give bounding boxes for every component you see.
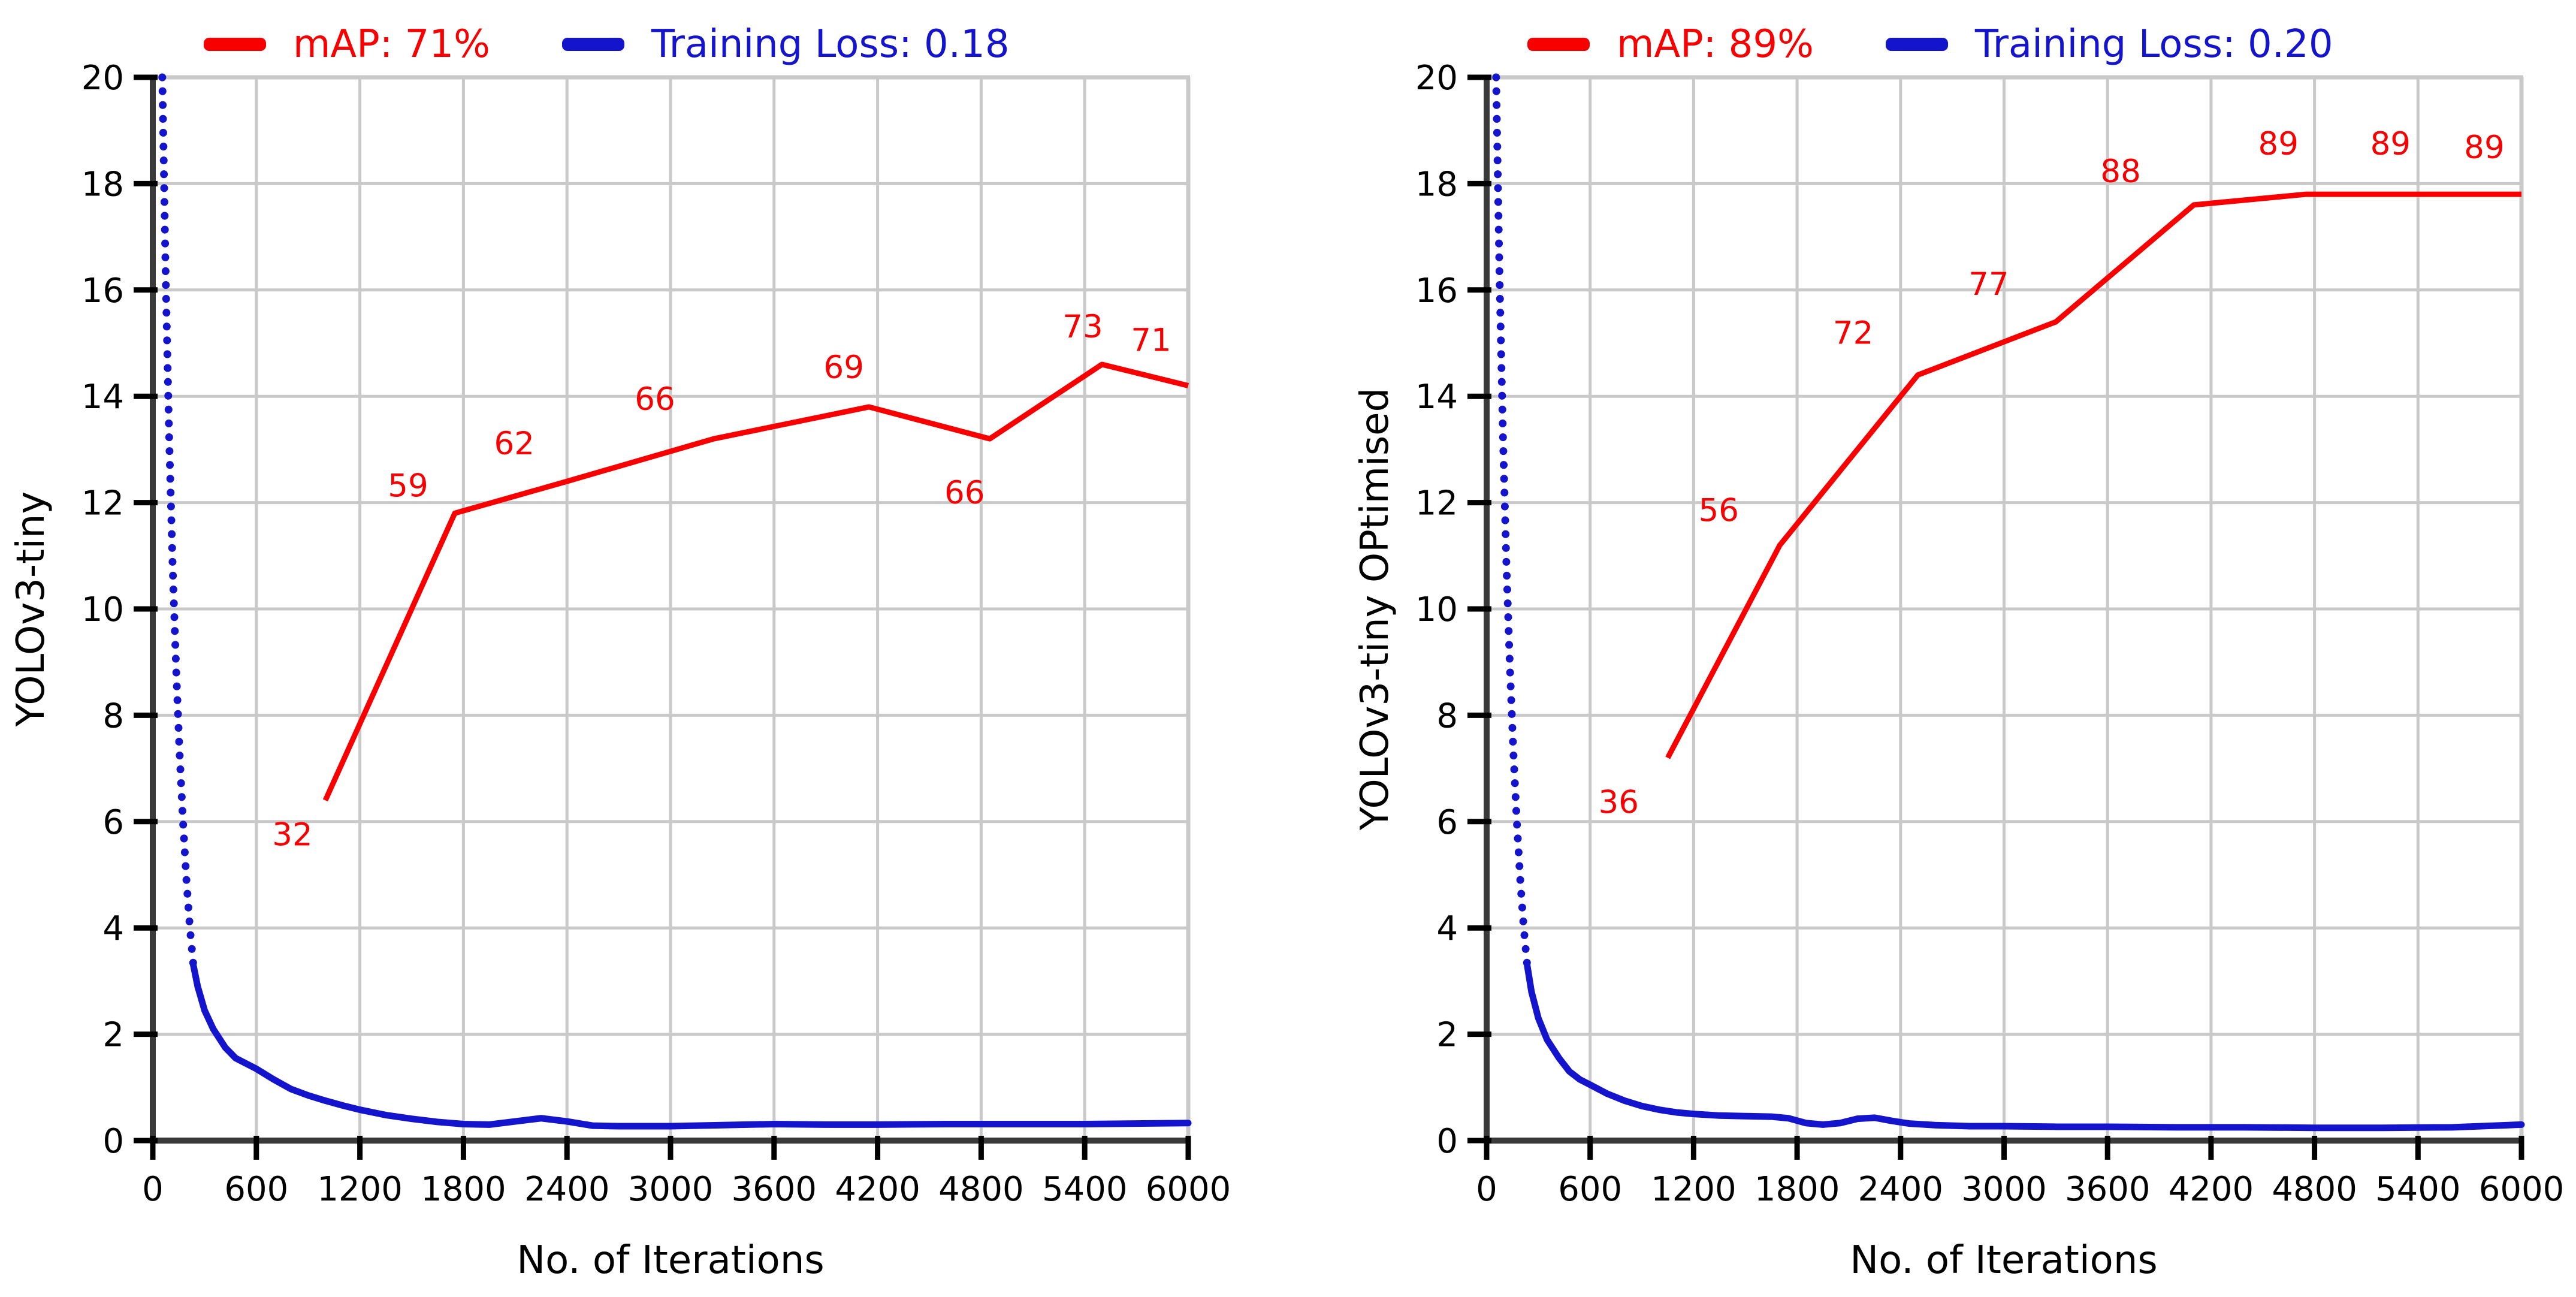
x-tick-label: 1800	[1754, 1170, 1840, 1209]
loss-legend-dash-icon	[1885, 38, 1948, 51]
map-point-label: 72	[1833, 315, 1873, 352]
y-tick-label: 12	[81, 484, 124, 523]
map-point-label: 36	[1598, 784, 1638, 821]
map-legend-dash-icon	[204, 38, 266, 51]
chart-panel-yolov3-tiny: 0 600 1200 1800 2400 3000 3600 4200 4800 5400 6000…	[9, 16, 1231, 1283]
y-tick-label: 0	[1436, 1122, 1458, 1161]
x-tick-label: 4200	[2169, 1170, 2254, 1209]
y-tick-label: 4	[1436, 909, 1458, 948]
y-tick-label: 18	[1415, 165, 1458, 204]
chart-yolov3-tiny: 0 600 1200 1800 2400 3000 3600 4200 4800 5400 6000…	[81, 59, 1231, 1209]
y-tick-label: 10	[81, 590, 124, 629]
x-tick-label: 4800	[2272, 1170, 2357, 1209]
x-tick-label: 6000	[2479, 1170, 2565, 1209]
loss-line-dotted-lead	[158, 73, 198, 969]
x-tick-label: 1200	[1651, 1170, 1737, 1209]
map-point-label: 59	[388, 467, 428, 504]
x-axis-title: No. of Iterations	[1850, 1238, 2158, 1283]
y-tick-label: 14	[81, 378, 124, 417]
x-tick-label: 0	[142, 1170, 164, 1209]
y-axis-title: YOLOv3-tiny OPtimised	[1353, 387, 1397, 831]
map-point-label: 89	[2258, 126, 2298, 162]
y-tick-label: 8	[102, 696, 124, 735]
x-tick-label: 6000	[1146, 1170, 1231, 1209]
x-tick-label: 2400	[1858, 1170, 1944, 1209]
y-tick-label: 18	[81, 165, 124, 204]
y-tick-label: 12	[1415, 484, 1458, 523]
y-tick-label: 0	[102, 1122, 124, 1161]
loss-legend-label: Training Loss: 0.20	[1974, 22, 2333, 67]
map-line	[1665, 191, 2521, 759]
x-tick-label: 0	[1476, 1170, 1497, 1209]
x-tick-label: 600	[1558, 1170, 1622, 1209]
map-point-label: 77	[1968, 266, 2009, 303]
y-tick-label: 6	[1436, 803, 1458, 842]
loss-legend-dash-icon	[561, 38, 624, 51]
y-tick-label: 16	[1415, 272, 1458, 310]
map-point-label: 88	[2100, 153, 2140, 190]
y-tick-label: 2	[102, 1016, 124, 1055]
map-point-label: 62	[494, 426, 534, 462]
y-tick-label: 8	[1436, 696, 1458, 735]
map-line	[322, 361, 1189, 802]
x-tick-label: 1800	[421, 1170, 506, 1209]
loss-line	[1524, 961, 2525, 1132]
y-tick-label: 10	[1415, 590, 1458, 629]
map-point-label: 71	[1131, 322, 1171, 358]
y-tick-label: 4	[102, 909, 124, 948]
map-legend-label: mAP: 89%	[1617, 22, 1814, 67]
y-tick-label: 14	[1415, 378, 1458, 417]
y-tick-label: 6	[102, 803, 124, 842]
x-tick-label: 600	[224, 1170, 288, 1209]
map-point-label: 69	[823, 349, 863, 386]
x-axis-title: No. of Iterations	[517, 1238, 825, 1283]
chart-yolov3-tiny-optimised: 0 600 1200 1800 2400 3000 3600 4200 4800 5400 6000…	[1415, 59, 2565, 1209]
x-tick-label: 3000	[1961, 1170, 2047, 1209]
legend-item-map: mAP: 71%	[204, 25, 490, 64]
x-tick-label: 2400	[524, 1170, 610, 1209]
loss-legend-label: Training Loss: 0.18	[651, 22, 1010, 67]
map-point-label: 89	[2370, 126, 2411, 162]
map-point-label: 32	[272, 816, 312, 853]
x-tick-label: 3600	[2065, 1170, 2151, 1209]
map-point-label: 66	[944, 475, 985, 511]
loss-line	[190, 961, 1192, 1130]
legend: mAP: 89% Training Loss: 0.20	[1527, 16, 2333, 73]
y-axis-title: YOLOv3-tiny	[9, 491, 53, 727]
legend-item-map: mAP: 89%	[1527, 25, 1814, 64]
y-tick-label: 20	[81, 59, 124, 98]
map-point-label: 73	[1062, 309, 1103, 345]
x-tick-label: 5400	[2375, 1170, 2461, 1209]
x-tick-label: 3000	[628, 1170, 714, 1209]
loss-line-dotted-lead	[1492, 73, 1532, 969]
y-tick-label: 20	[1415, 59, 1458, 98]
legend-item-loss: Training Loss: 0.20	[1885, 22, 2333, 67]
chart-panel-yolov3-tiny-optimised: 0 600 1200 1800 2400 3000 3600 4200 4800 5400 6000…	[1288, 0, 2576, 1297]
map-point-label: 66	[635, 381, 675, 418]
map-point-label: 89	[2464, 129, 2504, 166]
y-tick-label: 2	[1436, 1016, 1458, 1055]
y-tick-label: 16	[81, 272, 124, 310]
legend-item-loss: Training Loss: 0.18	[561, 22, 1010, 67]
x-tick-label: 4800	[938, 1170, 1024, 1209]
x-tick-label: 3600	[732, 1170, 817, 1209]
map-legend-label: mAP: 71%	[293, 22, 490, 67]
x-tick-label: 4200	[835, 1170, 920, 1209]
legend: mAP: 71% Training Loss: 0.18	[204, 16, 1010, 73]
map-point-label: 56	[1699, 493, 1739, 529]
x-tick-label: 1200	[317, 1170, 403, 1209]
map-legend-dash-icon	[1527, 38, 1590, 51]
x-tick-label: 5400	[1042, 1170, 1128, 1209]
